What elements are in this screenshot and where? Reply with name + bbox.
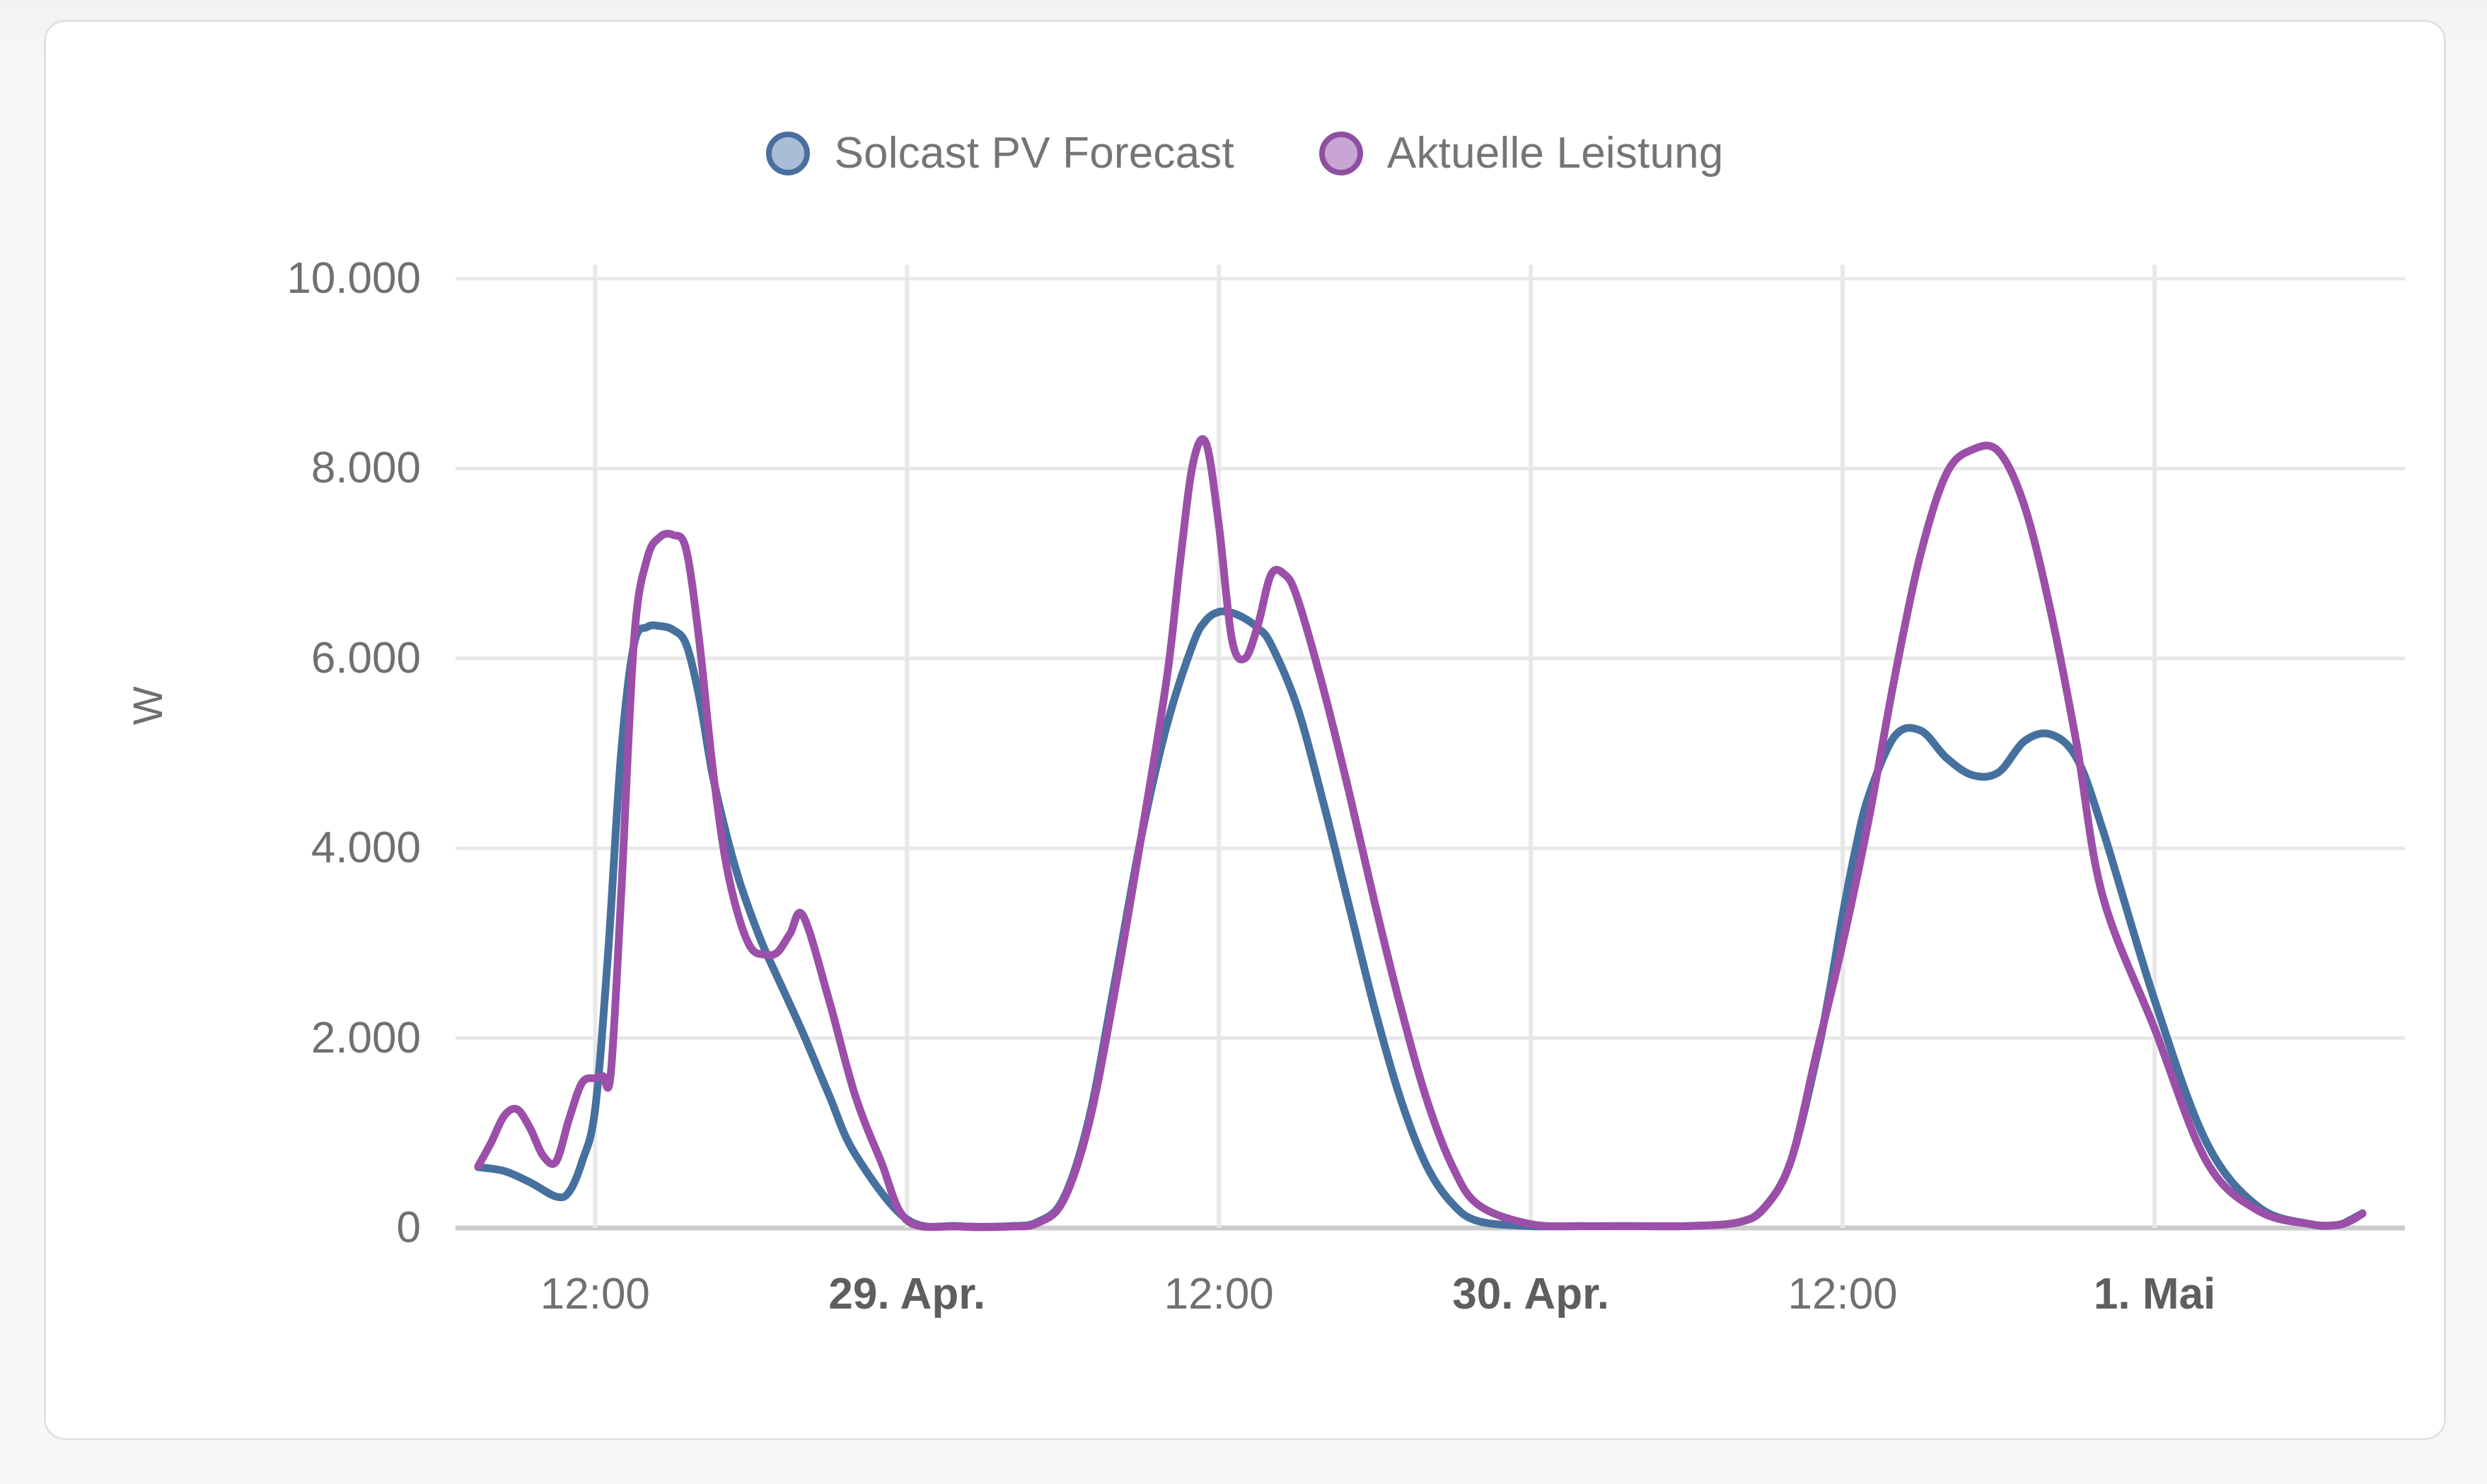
y-axis-tick-label: 4.000 — [311, 823, 421, 873]
y-axis-tick-label: 6.000 — [311, 633, 421, 683]
legend-label-series-2: Aktuelle Leistung — [1386, 129, 1724, 178]
legend-label-series-1: Solcast PV Forecast — [834, 129, 1234, 178]
y-axis-tick-labels: 0 2.000 4.000 6.000 8.000 10.000 — [46, 22, 442, 1442]
y-axis-tick-label: 0 — [396, 1203, 421, 1252]
x-axis-tick-label: 12:00 — [1164, 1270, 1274, 1318]
plot-area: W 0 2.000 4.000 6.000 8.000 10.000 12:00 29. A… — [46, 22, 2448, 1442]
y-axis-tick-label: 8.000 — [311, 444, 421, 493]
circle-marker-icon-series-1 — [766, 132, 811, 175]
legend-item-aktuelle-leistung[interactable]: Aktuelle Leistung — [1318, 129, 1724, 178]
y-axis-tick-label: 2.000 — [311, 1013, 421, 1062]
chart-plot-svg — [456, 265, 2405, 1231]
legend-item-solcast-pv-forecast[interactable]: Solcast PV Forecast — [766, 132, 1234, 175]
x-axis-tick-label: 29. Apr. — [828, 1270, 986, 1318]
circle-marker-icon-series-2 — [1318, 132, 1363, 175]
x-axis-tick-label: 30. Apr. — [1452, 1270, 1610, 1318]
x-axis-tick-label: 12:00 — [540, 1270, 650, 1318]
x-axis-tick-label: 1. Mai — [2093, 1270, 2216, 1318]
chart-legend: Solcast PV Forecast Aktuelle Leistung — [46, 132, 2444, 175]
chart-card: Solcast PV Forecast Aktuelle Leistung W … — [44, 20, 2446, 1440]
series-line-2 — [474, 435, 2367, 1231]
x-axis-tick-label: 12:00 — [1787, 1270, 1898, 1318]
y-axis-tick-label: 10.000 — [286, 254, 421, 303]
series-line-1 — [474, 607, 2367, 1231]
